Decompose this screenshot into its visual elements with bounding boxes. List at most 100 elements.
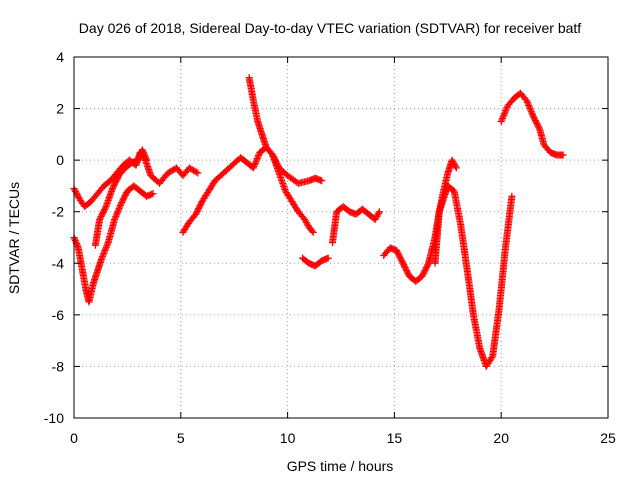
- data-point: [373, 212, 381, 220]
- data-point: [302, 217, 310, 225]
- data-point: [74, 242, 82, 250]
- data-point: [309, 228, 317, 236]
- x-tick-label: 25: [600, 430, 616, 446]
- data-point: [111, 215, 119, 223]
- series-trace-e: [245, 74, 317, 236]
- series-trace-g: [328, 203, 383, 247]
- data-point: [71, 236, 79, 244]
- data-point: [374, 211, 382, 219]
- data-point: [103, 242, 111, 250]
- data-point: [527, 108, 535, 116]
- data-point: [559, 151, 567, 159]
- series-trace-i: [431, 182, 516, 370]
- data-point: [253, 156, 261, 164]
- data-point: [451, 161, 459, 169]
- data-point: [502, 107, 510, 115]
- data-point: [194, 169, 202, 177]
- data-point: [500, 111, 508, 119]
- x-tick-label: 0: [70, 430, 78, 446]
- data-point: [324, 254, 332, 262]
- plot-frame: [73, 56, 609, 419]
- data-point: [72, 238, 80, 246]
- data-point: [142, 155, 150, 163]
- data-point: [113, 211, 121, 219]
- data-point: [143, 156, 151, 164]
- data-point: [140, 150, 148, 158]
- data-point: [116, 203, 124, 211]
- x-tick-label: 20: [493, 430, 509, 446]
- data-point: [308, 227, 316, 235]
- data-point: [303, 220, 311, 228]
- data-point: [375, 208, 383, 216]
- data-point: [372, 214, 380, 222]
- data-point: [497, 117, 505, 125]
- data-point: [448, 156, 456, 164]
- data-point: [251, 161, 259, 169]
- series-trace-b: [70, 182, 157, 306]
- data-point: [141, 152, 149, 160]
- axis-ticks: [73, 56, 609, 419]
- data-point: [528, 109, 536, 117]
- data-point: [501, 108, 509, 116]
- x-tick-label: 10: [280, 430, 296, 446]
- data-point: [375, 209, 383, 217]
- data-point: [72, 187, 80, 195]
- data-point: [252, 158, 260, 166]
- data-point: [371, 215, 379, 223]
- data-point: [116, 202, 124, 210]
- data-point: [101, 204, 109, 212]
- data-point: [73, 190, 81, 198]
- data-point: [104, 240, 112, 248]
- data-point: [114, 208, 122, 216]
- series-trace-f: [299, 254, 332, 270]
- data-point: [451, 162, 459, 170]
- data-point: [498, 116, 506, 124]
- data-point: [508, 192, 516, 200]
- data-point: [254, 153, 262, 161]
- data-point: [424, 261, 432, 269]
- data-point: [499, 113, 507, 121]
- data-point: [102, 243, 110, 251]
- data-point: [524, 100, 532, 108]
- y-tick-label: 0: [56, 152, 64, 168]
- data-point: [135, 155, 143, 163]
- data-point: [251, 159, 259, 167]
- y-tick-label: -2: [52, 204, 65, 220]
- data-point: [71, 186, 79, 194]
- data-point: [73, 241, 81, 249]
- series-trace-j: [497, 89, 567, 159]
- series-trace-d: [179, 143, 326, 236]
- data-point: [140, 149, 148, 157]
- data-point: [526, 105, 534, 113]
- data-point: [101, 246, 109, 254]
- data-point: [500, 110, 508, 118]
- y-axis-label: SDTVAR / TECUs: [6, 182, 22, 294]
- data-point: [498, 114, 506, 122]
- data-point: [98, 254, 106, 262]
- data-point: [111, 214, 119, 222]
- data-point: [71, 235, 79, 243]
- x-axis-label: GPS time / hours: [287, 458, 394, 474]
- chart-title: Day 026 of 2018, Sidereal Day-to-day VTE…: [79, 20, 582, 36]
- y-tick-label: -8: [52, 358, 65, 374]
- data-point: [98, 253, 106, 261]
- data-point: [523, 97, 531, 105]
- data-point: [113, 209, 121, 217]
- y-tick-label: 2: [56, 101, 64, 117]
- data-point: [102, 245, 110, 253]
- data-point: [302, 219, 310, 227]
- data-point: [250, 162, 258, 170]
- data-point: [452, 164, 460, 172]
- data-point: [450, 159, 458, 167]
- x-tick-label: 5: [177, 430, 185, 446]
- data-point: [527, 106, 535, 114]
- series-trace-c: [91, 146, 151, 249]
- data-marks: [70, 74, 567, 370]
- data-point: [449, 158, 457, 166]
- data-point: [502, 105, 510, 113]
- data-point: [149, 190, 157, 198]
- y-tick-label: 4: [56, 49, 64, 65]
- data-point: [99, 251, 107, 259]
- data-point: [134, 156, 142, 164]
